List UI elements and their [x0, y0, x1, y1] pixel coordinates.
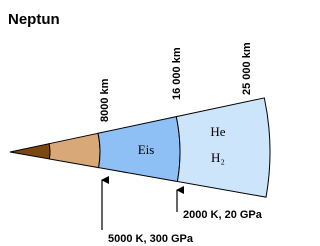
- condition-label: 5000 K, 300 GPa: [108, 233, 194, 245]
- layer-label: Eis: [138, 142, 155, 157]
- neptune-diagram: Neptun 8000 km 16 000 km 25 000 km Eis H…: [0, 0, 300, 246]
- condition-label: 2000 K, 20 GPa: [183, 209, 263, 221]
- layer-label: H₂: [211, 150, 225, 165]
- depth-label: 8000 km: [99, 78, 111, 122]
- layer: [49, 133, 100, 167]
- layer: [10, 144, 50, 159]
- title: Neptun: [8, 11, 60, 28]
- depth-label: 16 000 km: [171, 47, 183, 100]
- layer-label: He: [210, 124, 225, 139]
- layer: [176, 98, 270, 197]
- depth-label: 25 000 km: [241, 42, 253, 95]
